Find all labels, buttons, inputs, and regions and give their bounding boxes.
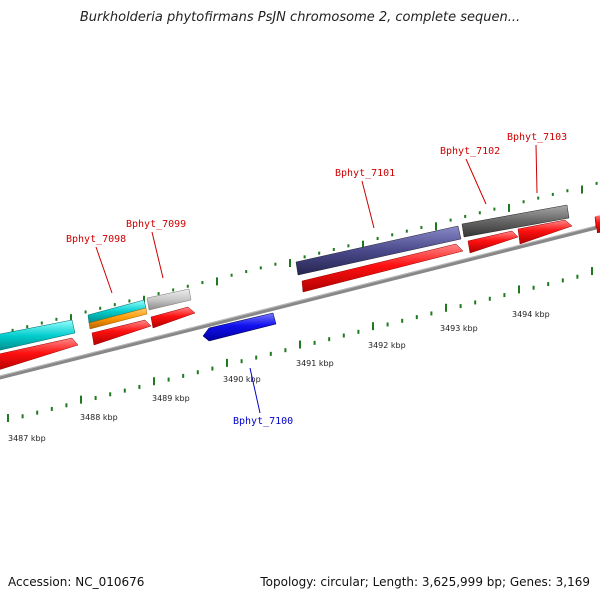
inner-tick-marks [7, 267, 593, 422]
cds-bphyt-7100[interactable] [202, 312, 277, 342]
gene-label-bphyt-7103[interactable]: Bphyt_7103 [507, 132, 567, 143]
kbp-labels: 3487 kbp 3488 kbp 3489 kbp 3490 kbp 3491 kbp… [8, 310, 550, 443]
map-title: Burkholderia phytofirmans PsJN chromosom… [79, 10, 521, 25]
cds-bphyt-7102[interactable] [467, 230, 519, 254]
gene-label-bphyt-7101[interactable]: Bphyt_7101 [335, 168, 395, 179]
callout-line [95, 246, 113, 294]
cds-bphyt-7099[interactable] [150, 306, 196, 329]
cds-forward[interactable] [0, 337, 79, 372]
gene-callout-lines [95, 144, 538, 414]
cds-bphyt-7103[interactable] [517, 219, 573, 245]
kbp-label: 3491 kbp [296, 359, 334, 368]
accession-text: Accession: NC_010676 [8, 575, 145, 589]
kbp-label: 3492 kbp [368, 341, 406, 350]
feature-dark-grey[interactable] [461, 204, 570, 238]
feature-light-grey[interactable] [146, 288, 192, 311]
genome-summary-text: Topology: circular; Length: 3,625,999 bp… [260, 575, 590, 589]
gene-label-bphyt-7102[interactable]: Bphyt_7102 [440, 146, 500, 157]
kbp-label: 3489 kbp [152, 394, 190, 403]
gene-label-bphyt-7098[interactable]: Bphyt_7098 [66, 234, 126, 245]
kbp-label: 3493 kbp [440, 324, 478, 333]
callout-line [361, 180, 375, 229]
forward-cds-track [0, 215, 600, 372]
cds-bphyt-7101[interactable] [301, 243, 464, 293]
kbp-label: 3488 kbp [80, 413, 118, 422]
feature-cyan[interactable] [0, 319, 76, 352]
callout-line [465, 158, 487, 205]
callout-line [535, 144, 538, 194]
gene-label-bphyt-7099[interactable]: Bphyt_7099 [126, 219, 186, 230]
cds-bphyt-7098[interactable] [91, 319, 152, 346]
gene-label-bphyt-7100[interactable]: Bphyt_7100 [233, 416, 293, 427]
feature-purple[interactable] [295, 225, 462, 276]
callout-line [249, 367, 261, 414]
feature-red-edge[interactable] [596, 214, 600, 233]
kbp-label: 3487 kbp [8, 434, 46, 443]
kbp-label: 3490 kbp [223, 375, 261, 384]
callout-line [151, 231, 164, 279]
feature-orange[interactable] [88, 307, 148, 330]
sequence-backbone [0, 224, 600, 380]
kbp-label: 3494 kbp [512, 310, 550, 319]
